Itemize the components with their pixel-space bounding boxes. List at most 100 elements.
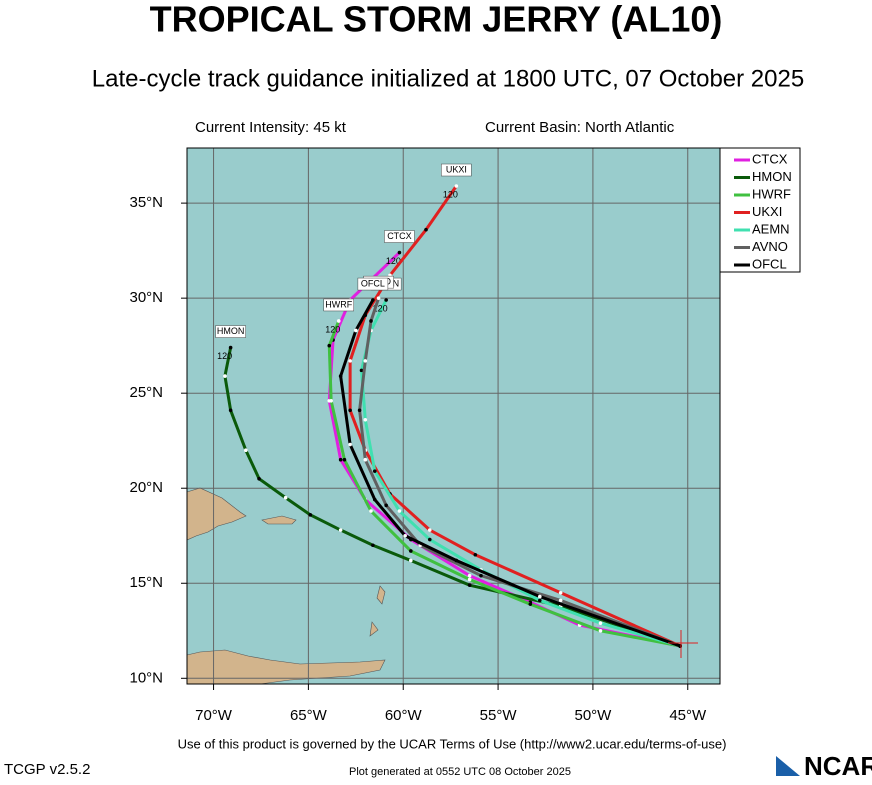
track-name-box [441,163,472,177]
frame [186,147,721,685]
y-tick-label: 20°N [129,479,163,496]
x-tick-label: 65°W [290,707,328,724]
track-point [357,408,362,413]
track-point [327,343,332,348]
legend-label: UKXI [752,204,782,219]
track-point [397,509,402,513]
track-point [342,457,347,462]
track-point [479,573,483,578]
track-point [409,558,413,563]
land [186,487,386,685]
track-point [403,533,407,538]
track-name: UKXI [446,164,467,174]
track-point [369,509,373,513]
y-tick-label: 30°N [129,289,163,306]
track-point [467,577,472,582]
track-point [228,345,233,350]
track-name-box [323,298,354,312]
track-line [327,320,681,648]
land-puerto-rico [261,515,297,525]
legend-label: AVNO [752,239,788,254]
track-name-box [357,277,389,291]
track-name-box [384,230,415,243]
x-tick-label: 60°W [385,707,423,724]
hour-label: 120 [386,256,401,266]
x-tick-label: 45°W [669,707,707,724]
hour-label: 120 [217,351,232,361]
track-point [283,495,288,500]
legend-label: HWRF [752,186,791,201]
ocean [187,148,720,684]
legend-label: CTCX [752,151,788,166]
track-point [427,537,432,542]
track-point [329,398,333,403]
y-tick-label: 10°N [129,669,163,686]
hour-label: 120 [443,189,458,199]
legend-label: OFCL [752,256,787,271]
track-point [348,442,352,447]
legend [719,147,801,273]
land-south-america [186,649,386,685]
track-point [454,558,459,563]
track-point [354,328,358,333]
track-point [538,598,542,603]
track-point [338,528,343,532]
track-point [372,469,377,473]
track-point [427,528,432,532]
track-name: HWRF [325,299,352,309]
legend-label: HMON [752,169,792,184]
track-name: OFCL [361,278,385,288]
subtitle: Late-cycle track guidance initialized at… [92,65,804,92]
y-tick-label: 15°N [129,574,163,591]
logo: NCAR [804,751,872,780]
track-point [308,513,313,517]
track-point [467,583,472,587]
track-point [228,408,233,413]
track-point [384,503,388,508]
generated: Plot generated at 0552 UTC 08 October 20… [349,766,571,778]
x-tick-label: 70°W [195,707,233,724]
track-point [454,184,459,188]
hour-label: 120 [325,324,340,334]
track-point [363,359,368,363]
version: TCGP v2.5.2 [4,761,90,778]
track-line [348,185,681,648]
x-tick-label: 55°W [480,707,518,724]
plot-area: CTCX120HMON120HWRF120UKXI120AEMN120AVNOO… [187,148,720,684]
track-point [348,408,352,413]
current-position [668,630,698,658]
intensity: Current Intensity: 45 kt [195,119,347,136]
track-name-box [215,325,246,338]
track-name: CTCX [387,231,412,241]
land-hispaniola [186,487,247,541]
legend-label: AEMN [752,221,790,236]
track-point [528,602,533,606]
track-point [384,298,388,302]
hour-label: 120 [373,303,388,313]
y-tick-label: 25°N [129,384,163,401]
track-point [372,497,377,502]
y-tick-label: 35°N [129,194,163,211]
track-point [397,250,402,255]
track-point [558,598,563,603]
track-point [223,374,227,378]
track-point [348,359,352,363]
basin: Current Basin: North Atlantic [485,119,675,136]
land-islands [369,585,386,637]
track-point [409,549,413,553]
track-point [598,621,603,625]
track-point [371,298,375,302]
track-point [338,457,343,462]
track-point [257,476,261,481]
track-point [376,296,381,300]
track-point [538,594,542,599]
track-point [558,590,563,595]
track-point [338,374,343,378]
logo-mark [776,756,800,776]
terms: Use of this product is governed by the U… [178,736,727,751]
track-point [598,628,603,633]
track-point [473,552,478,557]
track-point [369,319,373,323]
track-point [244,448,248,453]
